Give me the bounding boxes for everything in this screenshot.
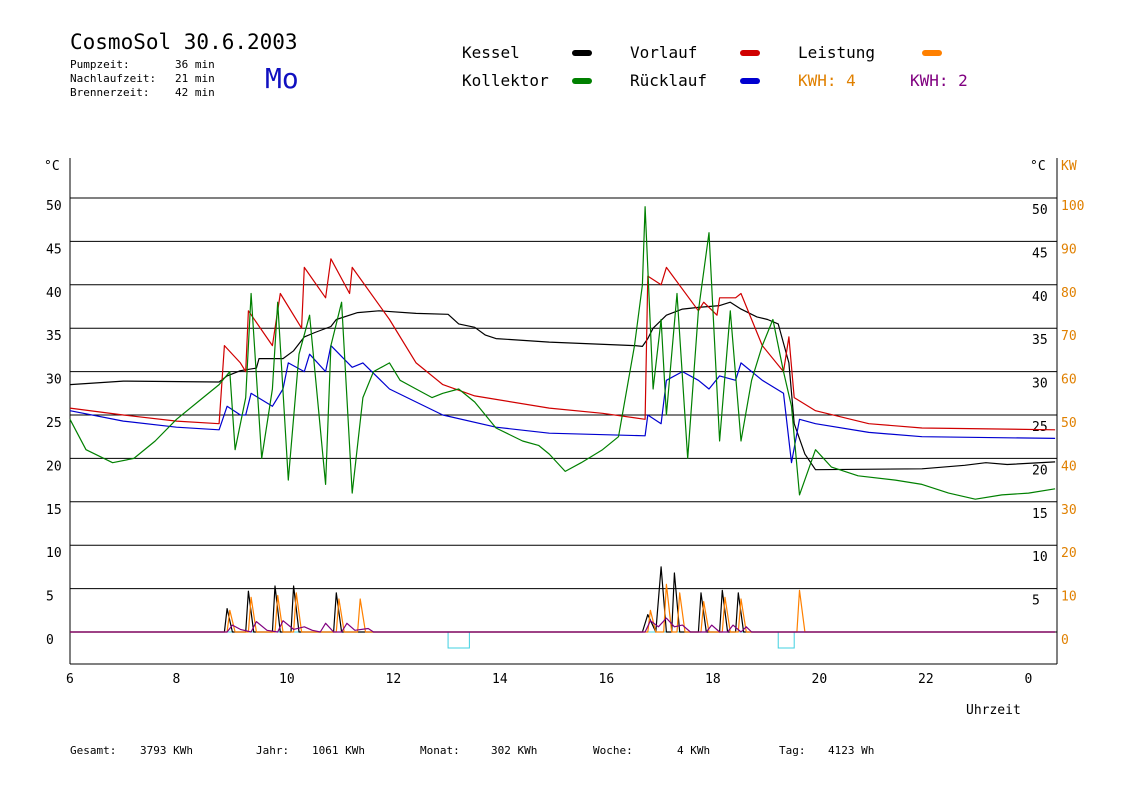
pumpzeit-value: 36 min (175, 58, 215, 71)
jahr-value: 1061 KWh (312, 744, 365, 757)
weekday-label: Mo (265, 62, 299, 95)
y-tick-label-right: 15 (1032, 507, 1048, 522)
y-tick-label-power: 10 (1061, 590, 1077, 605)
y-tick-label-power: 100 (1061, 199, 1084, 214)
tag-value: 4123 Wh (828, 744, 875, 757)
x-tick-label: 18 (705, 672, 721, 687)
series-line-kollektor (69, 206, 1056, 500)
y-tick-label-left: 10 (46, 546, 62, 561)
x-tick-label: 12 (386, 672, 402, 687)
legend-ruecklauf-label: Rücklauf (630, 71, 708, 90)
y-tick-label-left: 45 (46, 242, 62, 257)
y-tick-label-right: 40 (1032, 290, 1048, 305)
y-tick-label-left: 25 (46, 416, 62, 431)
y-axis-left-unit: °C (44, 159, 60, 174)
y-tick-label-right: 5 (1032, 594, 1040, 609)
y-axis-right-power-unit: KW (1061, 159, 1077, 174)
series-line-vorlauf (69, 258, 1056, 431)
y-tick-label-left: 50 (46, 199, 62, 214)
y-tick-label-power: 20 (1061, 546, 1077, 561)
y-tick-label-power: 70 (1061, 329, 1077, 344)
legend-kessel-label: Kessel (462, 43, 520, 62)
series-line-ruecklauf (69, 345, 1056, 464)
y-tick-label-right: 20 (1032, 463, 1048, 478)
legend-leistung-label: Leistung (798, 43, 876, 62)
y-tick-label-power: 30 (1061, 503, 1077, 518)
y-tick-label-left: 35 (46, 329, 62, 344)
y-tick-label-left: 15 (46, 503, 62, 518)
woche-label: Woche: (593, 744, 633, 757)
tag-label: Tag: (779, 744, 806, 757)
x-tick-label: 8 (173, 672, 181, 687)
y-tick-label-right: 50 (1032, 203, 1048, 218)
y-tick-label-power: 0 (1061, 633, 1069, 648)
y-tick-label-left: 0 (46, 633, 54, 648)
y-tick-label-right: 25 (1032, 420, 1048, 435)
y-tick-label-power: 60 (1061, 373, 1077, 388)
legend-leistung-swatch (922, 50, 942, 56)
series-line-leistung (70, 583, 1056, 633)
nachlaufzeit-value: 21 min (175, 72, 215, 85)
legend-kessel-swatch (572, 50, 592, 56)
brennerzeit-label: Brennerzeit: (70, 86, 150, 99)
series-line-kessel (70, 566, 1056, 633)
y-tick-label-power: 50 (1061, 416, 1077, 431)
x-tick-label: 10 (279, 672, 295, 687)
chart-title: CosmoSol 30.6.2003 (70, 30, 298, 54)
woche-value: 4 KWh (677, 744, 711, 757)
y-tick-label-left: 20 (46, 459, 62, 474)
nachlaufzeit-label: Nachlaufzeit: (70, 72, 157, 85)
legend-kwh2: KWH: 2 (910, 71, 968, 90)
monat-label: Monat: (420, 744, 460, 757)
gesamt-value: 3793 KWh (140, 744, 193, 757)
x-tick-label: 0 (1025, 672, 1033, 687)
pump-block (447, 631, 470, 649)
monat-value: 302 KWh (491, 744, 538, 757)
y-axis-right-temp-unit: °C (1030, 159, 1046, 174)
gesamt-label: Gesamt: (70, 744, 117, 757)
y-tick-label-power: 90 (1061, 242, 1077, 257)
legend-vorlauf-label: Vorlauf (630, 43, 698, 62)
legend-kollektor-label: Kollektor (462, 71, 549, 90)
y-tick-label-left: 30 (46, 373, 62, 388)
y-tick-label-right: 45 (1032, 246, 1048, 261)
y-tick-label-left: 5 (46, 590, 54, 605)
y-tick-label-power: 80 (1061, 286, 1077, 301)
legend-ruecklauf-swatch (740, 78, 760, 84)
pumpzeit-label: Pumpzeit: (70, 58, 130, 71)
legend-kwh1: KWH: 4 (798, 71, 856, 90)
x-tick-label: 6 (66, 672, 74, 687)
brennerzeit-value: 42 min (175, 86, 215, 99)
x-tick-label: 22 (918, 672, 934, 687)
y-tick-label-right: 35 (1032, 333, 1048, 348)
pump-block (777, 631, 795, 649)
jahr-label: Jahr: (256, 744, 290, 757)
x-tick-label: 14 (492, 672, 508, 687)
x-axis-label: Uhrzeit (966, 703, 1021, 718)
legend-kollektor-swatch (572, 78, 592, 84)
x-tick-label: 20 (812, 672, 828, 687)
y-tick-label-right: 10 (1032, 550, 1048, 565)
series-line-kwh2 (70, 617, 1056, 633)
y-tick-label-power: 40 (1061, 459, 1077, 474)
y-tick-label-left: 40 (46, 286, 62, 301)
y-tick-label-right: 30 (1032, 377, 1048, 392)
legend-vorlauf-swatch (740, 50, 760, 56)
x-tick-label: 16 (599, 672, 615, 687)
